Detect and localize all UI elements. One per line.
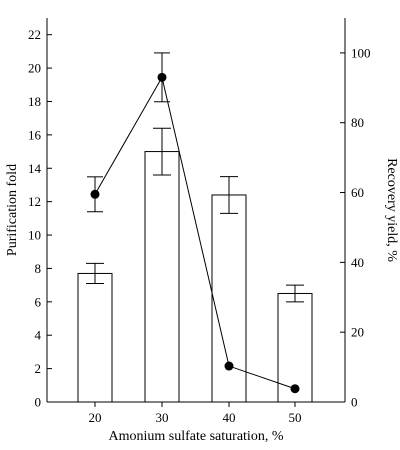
x-tick-label: 30	[156, 410, 169, 425]
right-tick-label: 60	[351, 185, 364, 200]
left-tick-label: 22	[28, 27, 41, 42]
right-axis-title: Recovery yield, %	[384, 158, 399, 262]
x-axis-title: Amonium sulfate saturation, %	[109, 429, 284, 444]
left-tick-label: 20	[28, 61, 41, 76]
left-tick-label: 18	[28, 94, 41, 109]
bar	[144, 151, 180, 403]
bar	[211, 194, 247, 403]
x-tick-label: 40	[223, 410, 236, 425]
right-tick-label: 100	[351, 45, 371, 60]
x-axis-ticks: 20 30 40 50	[89, 402, 302, 425]
left-tick-label: 10	[28, 228, 41, 243]
yield-line	[94, 75, 296, 390]
bar	[77, 272, 113, 403]
bars-group	[77, 151, 313, 403]
left-tick-label: 6	[35, 294, 42, 309]
left-tick-label: 14	[28, 161, 42, 176]
right-tick-label: 20	[351, 325, 364, 340]
left-tick-label: 4	[35, 328, 42, 343]
bar-error-bars	[86, 127, 304, 303]
x-tick-label: 20	[89, 410, 102, 425]
right-tick-label: 80	[351, 115, 364, 130]
left-tick-label: 12	[28, 194, 41, 209]
left-tick-label: 16	[28, 127, 42, 142]
left-tick-label: 8	[35, 261, 42, 276]
yield-point	[224, 361, 234, 371]
left-axis-ticks: 0 2 4 6 8 10 12 14 16 18 20 22	[28, 27, 52, 410]
left-tick-label: 2	[35, 361, 42, 376]
right-axis-ticks: 0 20 40 60 80 100	[340, 45, 371, 410]
yield-point	[157, 72, 167, 82]
yield-point	[290, 384, 300, 394]
left-axis-title: Purification fold	[5, 164, 20, 256]
left-tick-label: 0	[35, 395, 42, 410]
yield-point	[90, 189, 100, 199]
right-tick-label: 0	[351, 395, 358, 410]
right-tick-label: 40	[351, 255, 364, 270]
x-tick-label: 50	[289, 410, 302, 425]
bar	[277, 292, 313, 403]
yield-series	[87, 52, 300, 394]
